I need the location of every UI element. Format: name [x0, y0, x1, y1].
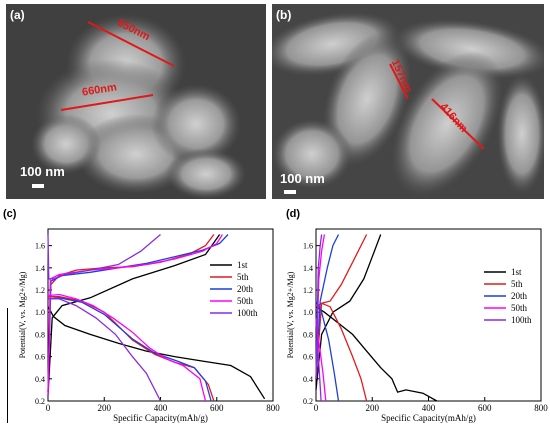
series-20th-charge	[315, 234, 340, 379]
x-tick-label: 600	[210, 403, 224, 413]
series-5th-charge	[47, 234, 215, 393]
divider-rule	[7, 308, 8, 423]
y-tick-label: 1.4	[303, 264, 313, 273]
series-1st-discharge	[315, 306, 438, 402]
y-tick-label: 1.0	[303, 308, 313, 317]
legend-label-50th: 50th	[511, 303, 528, 313]
series-1st-charge	[315, 234, 382, 390]
x-tick-label: 200	[366, 403, 380, 413]
sem-image-b: (b) 157nm 416nm 100 nm	[272, 4, 544, 199]
x-tick-label: 200	[98, 403, 112, 413]
panel-label-b: (b)	[276, 8, 292, 22]
series-50th-discharge	[47, 293, 207, 402]
panel-label-a: (a)	[10, 8, 25, 22]
y-tick-label: 0.8	[35, 330, 45, 339]
y-tick-label: 1.2	[303, 286, 313, 295]
series-100th-charge	[47, 234, 161, 280]
x-tick-label: 600	[478, 403, 492, 413]
legend-label-50th: 50th	[237, 296, 254, 306]
x-tick-label: 800	[534, 403, 548, 413]
y-tick-label: 0.2	[303, 397, 313, 406]
legend-label-5th: 5th	[237, 272, 249, 282]
legend-label-1st: 1st	[511, 267, 522, 277]
chart-panel-label: (d)	[286, 208, 300, 220]
series-5th-charge	[315, 234, 368, 379]
legend-label-1st: 1st	[237, 260, 248, 270]
series-20th-charge	[47, 234, 229, 393]
series-20th-discharge	[47, 297, 212, 402]
legend-label-20th: 20th	[237, 284, 254, 294]
series-50th-charge	[47, 234, 223, 396]
series-1st-discharge	[47, 306, 266, 400]
legend-label-100th: 100th	[511, 315, 532, 325]
y-tick-label: 0.4	[303, 375, 313, 384]
y-tick-label: 0.6	[35, 353, 45, 362]
measure-line-b2	[431, 98, 485, 150]
measure-line-a2	[60, 94, 154, 111]
scale-label-b: 100 nm	[280, 171, 325, 186]
chart-panel-label: (c)	[3, 208, 17, 220]
scale-bar-a	[32, 184, 44, 188]
y-tick-label: 0.6	[303, 353, 313, 362]
measure-line-b1	[389, 63, 409, 100]
series-100th-charge	[315, 234, 323, 379]
x-axis-label: Specific Capacity(mAh/g)	[113, 413, 208, 423]
y-axis-label: Potential(V, vs. Mg2+/Mg)	[18, 271, 27, 358]
x-tick-label: 400	[154, 403, 168, 413]
legend-label-20th: 20th	[511, 291, 528, 301]
sem-image-a: (a) 650nm 660nm 100 nm	[6, 4, 266, 199]
y-tick-label: 1.6	[303, 242, 313, 251]
y-tick-label: 1.4	[35, 264, 45, 273]
legend-label-5th: 5th	[511, 279, 523, 289]
sem-texture-a	[6, 4, 266, 199]
series-5th-discharge	[48, 296, 215, 402]
plot-frame	[315, 228, 542, 402]
scale-bar-b	[284, 190, 296, 194]
x-tick-label: 400	[422, 403, 436, 413]
x-axis-label: Specific Capacity(mAh/g)	[381, 413, 476, 423]
scale-label-a: 100 nm	[20, 164, 65, 179]
x-tick-label: 800	[266, 403, 280, 413]
chart-d: (d) 0.2 0.4 0.6 0.8 1.0 1.2 1.4 1.6 0 200 400 600 800…	[286, 208, 548, 423]
series-100th-discharge	[48, 298, 162, 402]
y-tick-label: 0.2	[35, 397, 45, 406]
chart-c: (c) 0.2 0.4 0.6 0.8 1.0 1.2 1.4 1.6 0 200 400 600 800…	[3, 208, 280, 423]
y-tick-label: 0.8	[303, 330, 313, 339]
y-tick-label: 1.0	[35, 308, 45, 317]
x-tick-label: 0	[314, 403, 319, 413]
x-tick-label: 0	[46, 403, 51, 413]
series-1st-charge	[47, 234, 221, 396]
sem-texture-b	[272, 4, 544, 199]
y-tick-label: 1.2	[35, 286, 45, 295]
y-tick-label: 1.6	[35, 242, 45, 251]
legend-label-100th: 100th	[237, 308, 258, 318]
measure-line-a1	[87, 21, 175, 67]
y-tick-label: 0.4	[35, 375, 45, 384]
y-axis-label: Potential(V, vs. Mg2+/Mg)	[286, 271, 295, 358]
